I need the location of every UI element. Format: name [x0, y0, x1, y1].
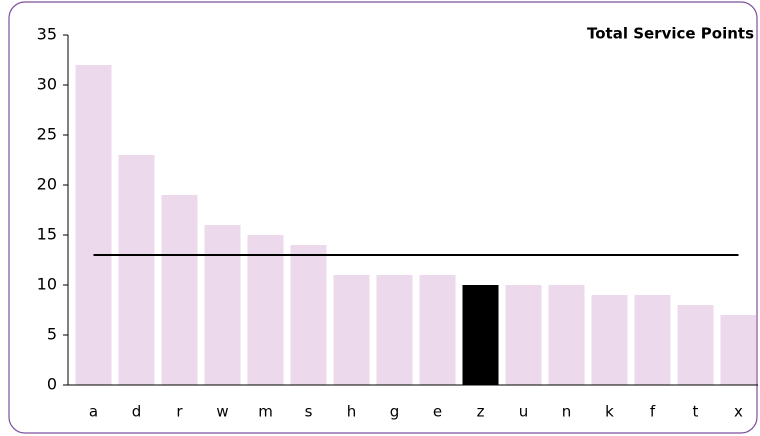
bar	[204, 225, 241, 385]
bar	[247, 235, 284, 385]
y-tick-label: 35	[37, 25, 57, 44]
bar	[161, 195, 198, 385]
x-tick-label: r	[176, 403, 183, 421]
bar	[591, 295, 628, 385]
bar	[505, 285, 542, 385]
x-tick-label: z	[477, 403, 485, 421]
x-tick-label: u	[519, 403, 529, 421]
y-tick-label: 25	[37, 125, 57, 144]
y-tick-label: 10	[37, 275, 57, 294]
x-tick-label: g	[390, 403, 400, 421]
bar	[548, 285, 585, 385]
x-tick-label: e	[433, 403, 442, 421]
y-tick-label: 20	[37, 175, 57, 194]
x-tick-label: x	[734, 403, 743, 421]
bar	[462, 285, 499, 385]
bar	[118, 155, 155, 385]
bar	[333, 275, 370, 385]
x-tick-label: t	[693, 403, 699, 421]
x-tick-label: w	[216, 403, 228, 421]
y-tick-label: 30	[37, 75, 57, 94]
x-tick-label: h	[347, 403, 357, 421]
x-tick-label: d	[132, 403, 142, 421]
chart-border	[8, 1, 758, 434]
x-tick-label: n	[562, 403, 572, 421]
x-tick-label: s	[305, 403, 313, 421]
x-tick-label: k	[605, 403, 614, 421]
bar	[634, 295, 671, 385]
x-tick-label: f	[650, 403, 656, 421]
y-tick-label: 15	[37, 225, 57, 244]
y-tick-label: 5	[47, 325, 57, 344]
x-tick-label: a	[89, 403, 98, 421]
bar	[720, 315, 757, 385]
x-tick-label: m	[258, 403, 273, 421]
bar	[75, 65, 112, 385]
bar	[419, 275, 456, 385]
bar	[677, 305, 714, 385]
bar	[376, 275, 413, 385]
bar	[290, 245, 327, 385]
y-tick-label: 0	[47, 375, 57, 394]
chart-title: Total Service Points	[587, 25, 754, 43]
